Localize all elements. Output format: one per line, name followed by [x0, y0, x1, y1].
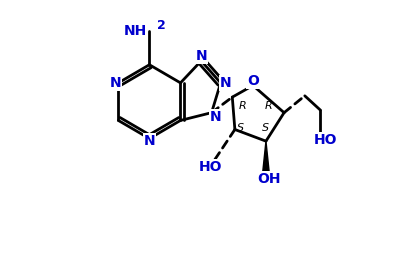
Text: S: S [237, 123, 244, 133]
Text: S: S [262, 123, 269, 133]
Text: HO: HO [314, 133, 337, 147]
Text: OH: OH [257, 172, 280, 186]
Text: 2: 2 [157, 19, 165, 32]
Text: N: N [195, 49, 207, 63]
Polygon shape [263, 141, 269, 172]
Text: N: N [220, 76, 231, 90]
Text: O: O [247, 74, 259, 88]
Text: N: N [110, 76, 122, 90]
Text: HO: HO [198, 160, 222, 174]
Text: N: N [210, 110, 221, 124]
Text: R: R [239, 101, 247, 111]
Text: R: R [265, 101, 273, 111]
Text: N: N [144, 134, 155, 148]
Text: NH: NH [124, 24, 147, 38]
